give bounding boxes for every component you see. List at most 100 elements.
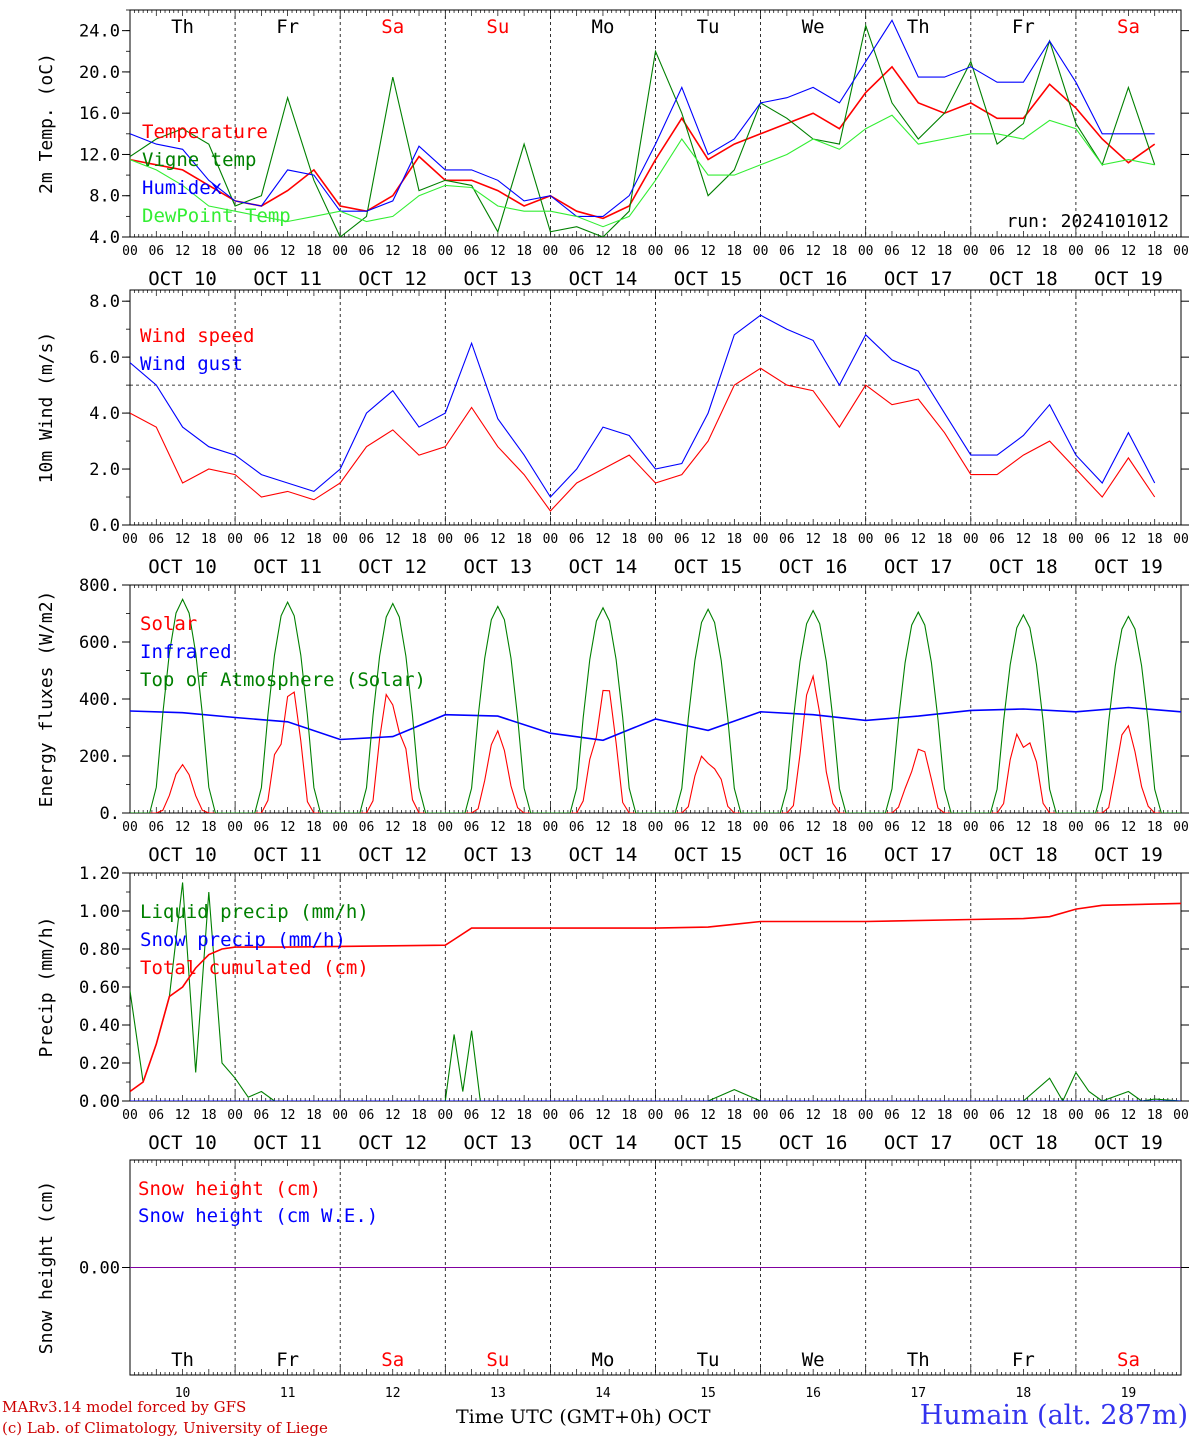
hour-label: 00 (1068, 244, 1084, 259)
hour-label: 18 (516, 244, 532, 259)
hour-label: 06 (148, 532, 164, 547)
y-tick-label: 2.0 (89, 460, 120, 480)
y-tick-label: 20.0 (79, 63, 120, 83)
hour-label: 06 (148, 820, 164, 835)
day-label: OCT 18 (989, 556, 1058, 578)
hour-label: 18 (937, 1108, 953, 1123)
day-label: OCT 13 (464, 1132, 533, 1154)
hour-label: 18 (937, 532, 953, 547)
hour-label: 00 (753, 1108, 769, 1123)
hour-label: 06 (254, 532, 270, 547)
hour-label: 00 (1173, 1108, 1189, 1123)
hour-label: 00 (1173, 244, 1189, 259)
hour-label: 00 (858, 532, 874, 547)
hour-label: 12 (1016, 1108, 1032, 1123)
hour-label: 06 (884, 820, 900, 835)
hour-label: 06 (359, 1108, 375, 1123)
hour-label: 00 (227, 244, 243, 259)
hour-label: 06 (674, 532, 690, 547)
day-label: OCT 11 (253, 1132, 322, 1154)
hour-label: 12 (595, 820, 611, 835)
hour-label: 12 (910, 820, 926, 835)
hour-label: 12 (280, 820, 296, 835)
weekday-label: Sa (1117, 16, 1140, 38)
hour-label: 18 (832, 1108, 848, 1123)
weekday-label: Su (486, 16, 509, 38)
y-tick-label: 4.0 (89, 228, 120, 248)
day-number-label: 18 (1016, 1386, 1032, 1401)
hour-label: 00 (753, 532, 769, 547)
hour-label: 06 (359, 820, 375, 835)
y-tick-label: 6.0 (89, 348, 120, 368)
panel-4: 0.00 0.20 0.40 0.60 0.80 1.00 1.20 Precip (mm/h… (36, 864, 1189, 1154)
hour-label: 06 (569, 1108, 585, 1123)
weekday-label: Th (171, 16, 194, 38)
day-number-label: 10 (175, 1386, 191, 1401)
series-line-infrared (130, 706, 1181, 742)
hour-label: 00 (753, 244, 769, 259)
hour-label: 12 (175, 1108, 191, 1123)
day-label: OCT 16 (779, 556, 848, 578)
hour-label: 00 (437, 532, 453, 547)
day-label: OCT 17 (884, 844, 953, 866)
hour-label: 12 (1121, 532, 1137, 547)
panel-3: 0. 200. 400. 600. 800. Energy fluxes (W/m2) So… (36, 576, 1189, 866)
hour-label: 00 (122, 1108, 138, 1123)
hour-label: 18 (306, 1108, 322, 1123)
day-label: OCT 15 (674, 268, 743, 290)
hour-label: 12 (490, 1108, 506, 1123)
series-line-top-of-atmosphere-solar- (130, 598, 1181, 813)
hour-label: 06 (989, 532, 1005, 547)
weekday-label: Tu (697, 1349, 720, 1371)
hour-label: 12 (175, 820, 191, 835)
day-label: OCT 13 (464, 556, 533, 578)
hour-label: 18 (1147, 820, 1163, 835)
hour-label: 00 (227, 532, 243, 547)
hour-label: 06 (779, 244, 795, 259)
hour-label: 06 (779, 532, 795, 547)
hour-label: 12 (175, 244, 191, 259)
hour-label: 06 (884, 532, 900, 547)
day-label: OCT 11 (253, 268, 322, 290)
hour-label: 00 (122, 244, 138, 259)
hour-label: 06 (464, 244, 480, 259)
weekday-label: Mo (592, 16, 615, 38)
series-line-dewpoint-temp (130, 114, 1155, 228)
hour-label: 18 (1147, 532, 1163, 547)
hour-label: 06 (779, 820, 795, 835)
hour-label: 00 (1068, 820, 1084, 835)
legend-total-cumulated-cm-: Total cumulated (cm) (140, 957, 369, 979)
hour-label: 12 (595, 244, 611, 259)
hour-label: 12 (1121, 820, 1137, 835)
hour-label: 12 (490, 532, 506, 547)
hour-label: 18 (411, 244, 427, 259)
day-label: OCT 16 (779, 844, 848, 866)
legend-infrared: Infrared (140, 641, 232, 663)
hour-label: 12 (700, 532, 716, 547)
day-label: OCT 12 (358, 844, 427, 866)
weekday-label: We (802, 1349, 825, 1371)
hour-label: 06 (989, 820, 1005, 835)
hour-label: 12 (1121, 244, 1137, 259)
hour-label: 12 (700, 820, 716, 835)
hour-label: 00 (858, 244, 874, 259)
hour-label: 12 (910, 532, 926, 547)
hour-label: 06 (1094, 532, 1110, 547)
y-tick-label: 0.20 (79, 1054, 120, 1074)
station-name: Humain (alt. 287m) (919, 1400, 1188, 1431)
run-annotation: run: 2024101012 (1006, 211, 1169, 232)
hour-label: 12 (595, 1108, 611, 1123)
legend-vigne-temp: Vigne temp (142, 149, 256, 171)
hour-label: 12 (1016, 820, 1032, 835)
y-tick-label: 400. (79, 690, 120, 710)
hour-label: 18 (411, 820, 427, 835)
hour-label: 00 (332, 1108, 348, 1123)
hour-label: 06 (254, 820, 270, 835)
hour-label: 06 (254, 1108, 270, 1123)
lab-credit: (c) Lab. of Climatology, University of L… (2, 1419, 328, 1437)
hour-label: 00 (963, 1108, 979, 1123)
hour-label: 06 (674, 244, 690, 259)
legend-dewpoint-temp: DewPoint Temp (142, 205, 291, 227)
hour-label: 12 (490, 244, 506, 259)
hour-label: 18 (937, 820, 953, 835)
